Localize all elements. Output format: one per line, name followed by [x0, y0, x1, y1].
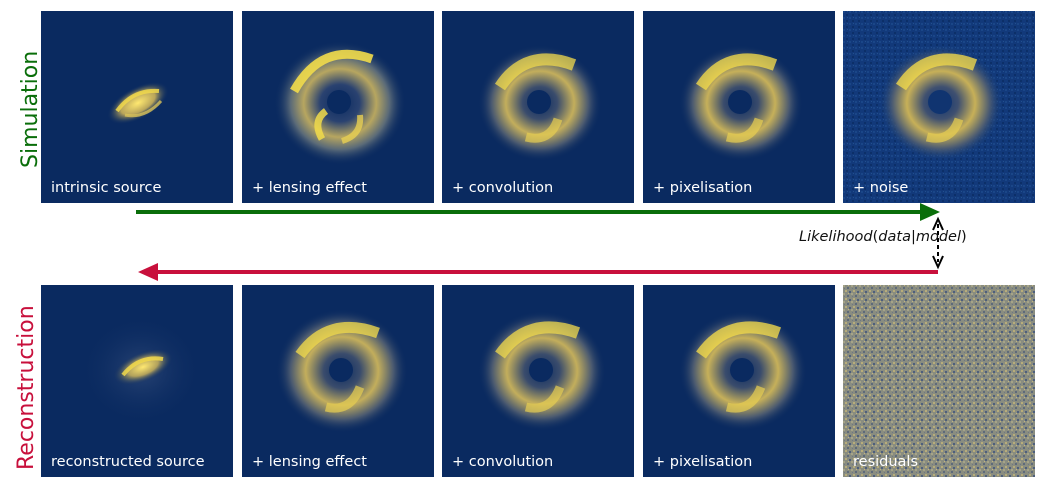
panel-intrinsic-source: intrinsic source [41, 11, 233, 203]
panel-caption: + noise [853, 180, 909, 196]
reconstructed-source-image [41, 285, 233, 477]
panel-pixelisation-sim: + pixelisation [643, 11, 835, 203]
likelihood-close: ) [961, 229, 967, 245]
panel-residuals: residuals [843, 285, 1035, 477]
reconstructed-lensed-image [242, 285, 434, 477]
panel-convolution-sim: + convolution [442, 11, 634, 203]
panel-reconstructed-source: reconstructed source [41, 285, 233, 477]
panel-caption: reconstructed source [51, 454, 205, 470]
reconstructed-pixelised-image [643, 285, 835, 477]
likelihood-bar: | [910, 229, 916, 245]
reconstructed-convolved-image [442, 285, 634, 477]
panel-lensing-effect-sim: + lensing effect [242, 11, 434, 203]
reconstruction-arrowhead [138, 263, 158, 281]
residuals-image [843, 285, 1035, 477]
convolved-ring-image [442, 11, 634, 203]
panel-caption: + convolution [452, 180, 554, 196]
panel-caption: + pixelisation [653, 454, 753, 470]
likelihood-arrowhead-down [932, 255, 944, 270]
panel-caption: intrinsic source [51, 180, 162, 196]
intrinsic-source-image [41, 11, 233, 203]
panel-caption: + lensing effect [252, 180, 367, 196]
simulation-arrowhead [920, 203, 940, 221]
panel-caption: + lensing effect [252, 454, 367, 470]
panel-caption: residuals [853, 454, 919, 470]
panel-noise: + noise [843, 11, 1035, 203]
panel-convolution-rec: + convolution [442, 285, 634, 477]
likelihood-arrowhead-up [932, 216, 944, 231]
likelihood-func: Likelihood [799, 229, 873, 245]
panel-lensing-effect-rec: + lensing effect [242, 285, 434, 477]
likelihood-open: ( [872, 229, 879, 245]
pixelised-ring-image [643, 11, 835, 203]
noisy-ring-image [843, 11, 1035, 203]
likelihood-data: data [878, 229, 911, 245]
likelihood-label: Likelihood(data|model) [799, 229, 967, 245]
panel-caption: + convolution [452, 454, 554, 470]
panel-pixelisation-rec: + pixelisation [643, 285, 835, 477]
lensed-ring-image [242, 11, 434, 203]
panel-caption: + pixelisation [653, 180, 753, 196]
likelihood-model: model [915, 229, 962, 245]
